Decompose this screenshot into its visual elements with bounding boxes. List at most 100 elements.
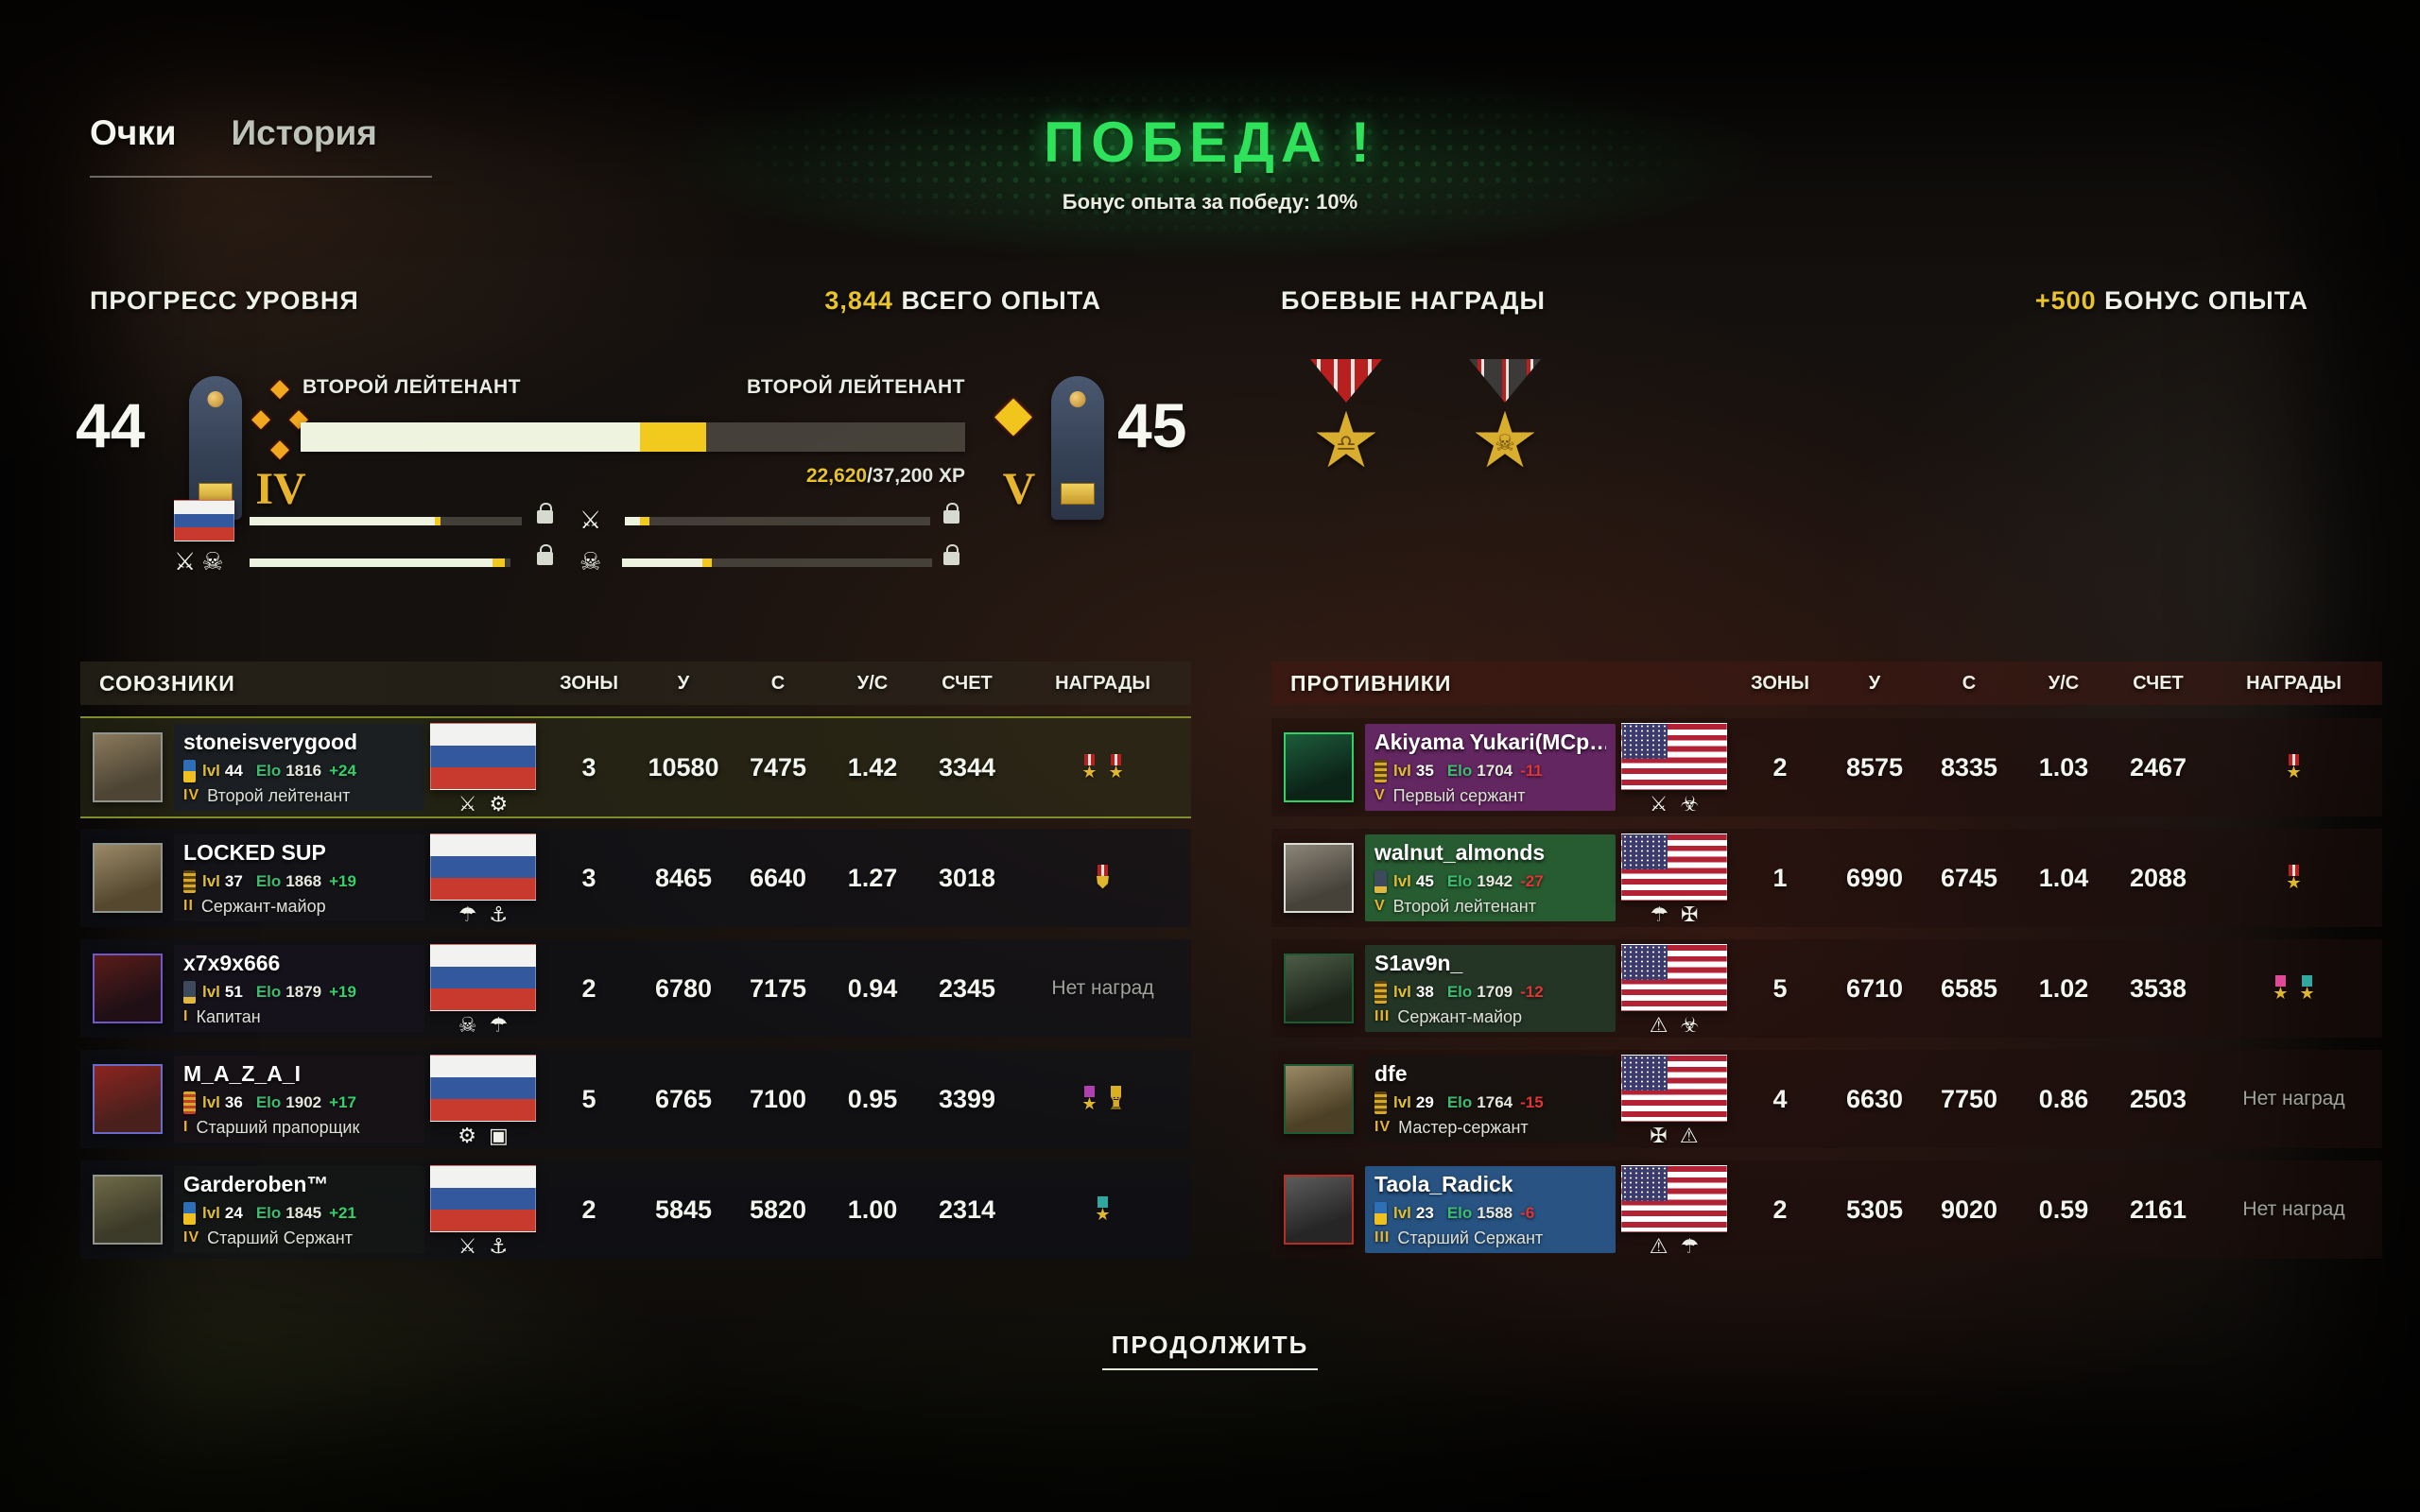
flag-column: ⚔ ⚙ (424, 718, 542, 816)
player-avatar (1284, 1175, 1354, 1245)
allies-rows: stoneisverygood lvl 44 Elo 1816 +24 IV Второй л… (80, 718, 1191, 1259)
flag-ru-icon (174, 499, 234, 542)
unit-icons: ☂ ⚓ (458, 903, 508, 927)
crossed-swords-icon: ⚔ (1649, 793, 1668, 816)
xp-progress-gain-fill (639, 422, 706, 452)
column-header-ЗОНЫ: ЗОНЫ (560, 672, 618, 694)
player-row[interactable]: x7x9x666 lvl 51 Elo 1879 +19 I Капитан ☠ ☂ 2 6780 71… (80, 939, 1191, 1038)
skull-icon: ☠ (458, 1014, 477, 1038)
total-xp-label: ВСЕГО ОПЫТА (901, 286, 1101, 315)
player-rank-line: III Сержант-майор (1374, 1007, 1606, 1027)
medal-star: ★ ♎ (1311, 396, 1381, 486)
awards-cell: Нет наград (2205, 1160, 2382, 1259)
rank-roman-current: IV (255, 464, 306, 514)
player-level-line: lvl 23 Elo 1588 -6 (1374, 1201, 1606, 1225)
award-medal-icon: ★ (2286, 754, 2302, 782)
continue-button[interactable]: ПРОДОЛЖИТЬ (1101, 1331, 1319, 1370)
player-row[interactable]: walnut_almonds lvl 45 Elo 1942 -27 V Второй лей… (1271, 829, 2382, 927)
opponents-panel: ПРОТИВНИКИ ЗОНЫ У С У/С СЧЕТ НАГРАДЫ Akiyama … (1271, 662, 2382, 1259)
uc-value: 0.59 (2038, 1195, 2089, 1224)
zones-value: 5 (1772, 974, 1788, 1003)
unit-icons: ⚙ ▣ (458, 1125, 509, 1148)
award-medal-icon: ⛊ (1097, 865, 1109, 892)
elo-delta: -15 (1520, 1092, 1544, 1111)
lvl-value: 36 (224, 1092, 243, 1111)
u-value: 6780 (654, 974, 713, 1003)
unlock-bar-gain (434, 517, 441, 525)
awards-cell: ★ ★ (2205, 939, 2382, 1038)
player-level-line: lvl 51 Elo 1879 +19 (183, 980, 415, 1004)
award-medal-icon: ★ (2273, 975, 2289, 1004)
elo-value: 1709 (1477, 982, 1513, 1001)
lock-icon (537, 544, 553, 565)
award-star: ★ (1108, 763, 1124, 782)
player-avatar (93, 1064, 163, 1134)
u-value: 6630 (1845, 1085, 1904, 1113)
u-value: 10580 (648, 753, 719, 782)
player-row[interactable]: M_A_Z_A_I lvl 36 Elo 1902 +17 I Старший прапорщ… (80, 1050, 1191, 1148)
tab-points[interactable]: Очки (90, 113, 177, 152)
player-name: stoneisverygood (183, 729, 358, 754)
zones-value: 2 (1772, 1195, 1788, 1224)
award-ribbon (1083, 1086, 1095, 1097)
column-header-СЧЕТ: СЧЕТ (942, 672, 993, 694)
vehicle-icon: ⚙ (489, 793, 509, 816)
lvl-label: lvl (1393, 871, 1411, 890)
current-level-number: 44 (76, 390, 146, 460)
zones-value: 2 (581, 1195, 596, 1224)
elo-label: Elo (255, 1092, 282, 1111)
player-row[interactable]: S1av9n_ lvl 38 Elo 1709 -12 III Сержант-майор ⚠ ☣… (1271, 939, 2382, 1038)
flag-us-icon (1621, 1165, 1727, 1232)
player-avatar (93, 954, 163, 1023)
medal-inner-emblem: ☠ (1495, 429, 1515, 456)
elo-label: Elo (255, 982, 282, 1001)
player-row[interactable]: LOCKED SUP lvl 37 Elo 1868 +19 II Сержант-майор… (80, 829, 1191, 927)
award-star: ★ (2273, 984, 2289, 1004)
uc-value: 1.03 (2038, 753, 2089, 782)
player-info: Taola_Radick lvl 23 Elo 1588 -6 III Старший Сер… (1365, 1166, 1616, 1253)
award-ribbon (2302, 975, 2313, 987)
player-rank-line: I Капитан (183, 1007, 415, 1027)
player-row[interactable]: Taola_Radick lvl 23 Elo 1588 -6 III Старший Сер… (1271, 1160, 2382, 1259)
flag-column: ☂ ⚓ (424, 829, 542, 927)
tab-history[interactable]: История (231, 113, 377, 152)
u-value: 6765 (654, 1085, 713, 1113)
lvl-value: 35 (1415, 761, 1434, 780)
rank-name-next: ВТОРОЙ ЛЕЙТЕНАНТ (747, 376, 965, 398)
no-awards-label: Нет наград (1051, 977, 1154, 999)
player-row[interactable]: stoneisverygood lvl 44 Elo 1816 +24 IV Второй л… (80, 718, 1191, 816)
lvl-value: 37 (224, 871, 243, 890)
column-header-СЧЕТ: СЧЕТ (2133, 672, 2184, 694)
player-row[interactable]: Garderoben™ lvl 24 Elo 1845 +21 IV Старший Серж… (80, 1160, 1191, 1259)
warning-triangle-icon: ⚠ (1649, 1014, 1668, 1038)
player-row[interactable]: Akiyama Yukari(MCp… lvl 35 Elo 1704 -11 V Первы… (1271, 718, 2382, 816)
rank-name: Первый сержант (1392, 785, 1526, 805)
usmc-icon: ✠ (1650, 1125, 1668, 1148)
uc-value: 0.86 (2038, 1085, 2089, 1113)
uc-value: 1.27 (847, 864, 898, 892)
awards-cell: ★ ♜ (1014, 1050, 1191, 1148)
skull-icon: ☠ (579, 548, 602, 576)
lvl-value: 24 (224, 1203, 243, 1222)
elo-label: Elo (255, 1203, 282, 1222)
rank-name: Сержант-майор (200, 896, 326, 916)
rank-roman: IV (183, 1229, 200, 1246)
anchor-icon: ⚓ (489, 1235, 509, 1259)
player-info: M_A_Z_A_I lvl 36 Elo 1902 +17 I Старший прапорщ… (174, 1056, 424, 1143)
warning-triangle-icon: ⚠ (1649, 1235, 1668, 1259)
victory-title: ПОБЕДА ! (1044, 111, 1376, 174)
flag-us-icon (1621, 833, 1727, 901)
rank-name: Сержант-майор (1397, 1006, 1523, 1026)
flag-ru-icon (430, 944, 536, 1011)
xp-progress-bar (301, 422, 965, 452)
player-level-line: lvl 29 Elo 1764 -15 (1374, 1091, 1606, 1114)
rank-roman-next: V (1002, 464, 1036, 514)
elo-value: 1816 (285, 761, 322, 780)
no-awards-label: Нет наград (2242, 1088, 2345, 1109)
rank-insignia-icon (1374, 1201, 1387, 1225)
opponents-title: ПРОТИВНИКИ (1290, 670, 1452, 696)
player-row[interactable]: dfe lvl 29 Elo 1764 -15 IV Мастер-сержант ✠ ⚠ 4 663… (1271, 1050, 2382, 1148)
award-medal-icon: ★ (2300, 975, 2315, 1003)
unit-icons: ⚔ ☣ (1650, 793, 1699, 816)
rank-insignia-icon (183, 759, 196, 782)
